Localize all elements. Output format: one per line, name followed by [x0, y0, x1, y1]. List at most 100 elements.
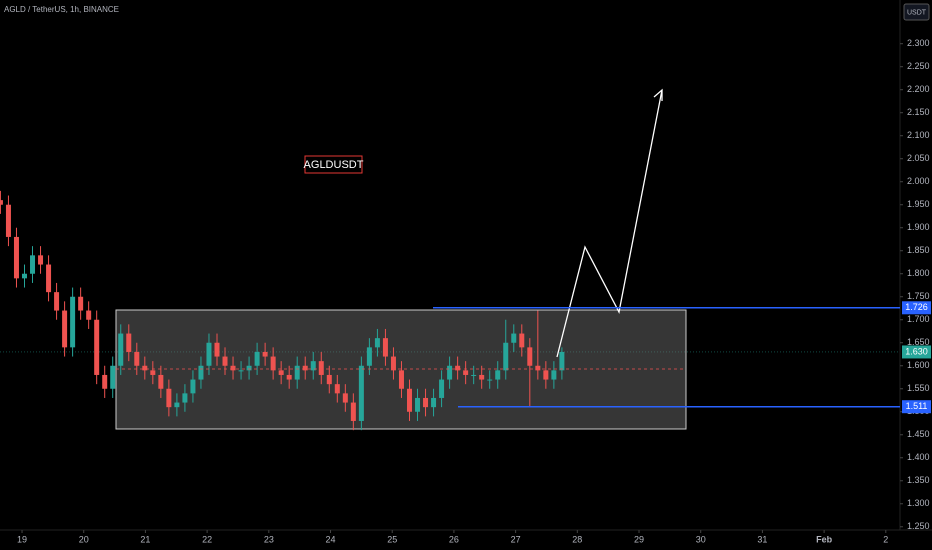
candle-body — [158, 374, 164, 389]
candle-body — [126, 333, 132, 352]
chart-title: AGLD / TetherUS, 1h, BINANCE — [4, 5, 119, 14]
y-tick-label: 1.750 — [907, 291, 930, 301]
candle-body — [551, 370, 557, 380]
candle-body — [342, 393, 348, 403]
candle-body — [86, 310, 92, 320]
y-tick-label: 1.850 — [907, 245, 930, 255]
candle-body — [30, 255, 36, 274]
annotation-box — [304, 155, 363, 174]
x-tick-label: 28 — [572, 534, 582, 544]
candle-body — [182, 393, 188, 403]
candle-body — [366, 347, 372, 366]
candle-body — [535, 365, 541, 371]
candle-body — [38, 255, 44, 265]
candle-body — [134, 351, 140, 366]
candle-body — [13, 236, 19, 279]
candle-body — [519, 333, 525, 348]
candle-body — [46, 264, 52, 293]
y-tick-label: 1.300 — [907, 498, 930, 508]
y-tick-label: 2.150 — [907, 107, 930, 117]
candle-body — [431, 397, 437, 408]
candle-body — [423, 397, 429, 408]
candle-body — [511, 333, 517, 343]
candle-body — [150, 370, 156, 375]
y-tick-label: 2.300 — [907, 38, 930, 48]
candle-body — [54, 292, 60, 311]
x-tick-label: 21 — [140, 534, 150, 544]
candles — [0, 190, 565, 431]
candle-body — [447, 365, 453, 380]
x-tick-label: 31 — [757, 534, 767, 544]
candle-body — [238, 370, 244, 372]
candle-body — [487, 379, 493, 381]
candle-body — [254, 351, 260, 366]
candle-body — [382, 338, 388, 357]
candle-body — [118, 333, 124, 366]
x-tick-label: 22 — [202, 534, 212, 544]
candle-body — [190, 379, 196, 394]
y-tick-label: 1.650 — [907, 337, 930, 347]
candle-body — [214, 342, 220, 357]
x-tick-label: 27 — [511, 534, 521, 544]
candle-body — [479, 374, 485, 380]
candle-body — [78, 296, 84, 311]
candle-body — [310, 361, 316, 371]
candle-body — [326, 374, 332, 385]
candle-body — [198, 365, 204, 380]
candle-body — [246, 365, 252, 371]
y-tick-label: 1.350 — [907, 475, 930, 485]
candle-body — [495, 370, 501, 380]
projection-arrow — [556, 89, 663, 358]
y-tick-label: 1.600 — [907, 360, 930, 370]
candle-body — [471, 374, 477, 376]
candle-body — [374, 338, 380, 348]
x-tick-label: 20 — [79, 534, 89, 544]
candle-body — [222, 356, 228, 366]
level-label: 1.726 — [905, 302, 928, 312]
y-tick-label: 1.400 — [907, 452, 930, 462]
candle-body — [334, 384, 340, 394]
candle-body — [102, 374, 108, 389]
candle-body — [543, 370, 549, 380]
y-tick-label: 1.700 — [907, 314, 930, 324]
candle-body — [415, 397, 421, 412]
candle-body — [94, 319, 100, 375]
candle-body — [21, 273, 27, 279]
y-tick-label: 1.250 — [907, 521, 930, 531]
y-tick-label: 2.050 — [907, 153, 930, 163]
y-tick-label: 1.550 — [907, 383, 930, 393]
candle-body — [286, 374, 292, 380]
level-tag — [902, 400, 931, 414]
candle-body — [559, 351, 565, 371]
arrow-head — [653, 88, 663, 101]
candle-body — [503, 342, 509, 371]
x-tick-label: 29 — [634, 534, 644, 544]
x-tick-label: Feb — [816, 534, 833, 544]
currency[interactable]: USDT — [907, 9, 927, 16]
candle-body — [398, 370, 404, 389]
currency-box[interactable] — [903, 3, 930, 21]
candle-body — [230, 365, 236, 371]
candle-body — [110, 365, 116, 389]
last-price-tag — [902, 345, 931, 359]
candle-body — [206, 342, 212, 366]
candle-body — [262, 351, 268, 357]
candle-body — [463, 370, 469, 375]
candle-body — [70, 296, 76, 348]
x-tick-label: 26 — [449, 534, 459, 544]
y-tick-label: 1.900 — [907, 222, 930, 232]
candle-body — [439, 379, 445, 398]
annotation: AGLDUSDT — [304, 159, 364, 171]
candle-body — [278, 370, 284, 375]
y-tick-label: 2.250 — [907, 61, 930, 71]
candle-body — [527, 347, 533, 366]
candle-body — [406, 388, 412, 412]
y-tick-label: 1.950 — [907, 199, 930, 209]
candle-body — [455, 365, 461, 371]
x-tick-label: 30 — [696, 534, 706, 544]
y-tick-label: 2.200 — [907, 84, 930, 94]
y-tick-label: 1.450 — [907, 429, 930, 439]
y-tick-label: 2.100 — [907, 130, 930, 140]
